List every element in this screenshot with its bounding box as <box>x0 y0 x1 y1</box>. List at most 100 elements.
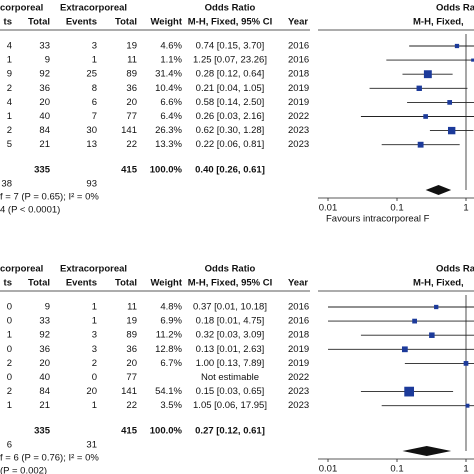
total-n2: 415 <box>121 165 138 176</box>
events-total: 6 <box>7 440 12 451</box>
cell: 20 <box>39 97 50 108</box>
cell: 13 <box>86 139 97 150</box>
cell: 25 <box>86 69 97 80</box>
cell: 4 <box>7 41 12 52</box>
cell: 0 <box>7 344 12 355</box>
summary-diamond <box>402 446 452 456</box>
cell: 1 <box>7 400 12 411</box>
cell: 0 <box>7 302 12 313</box>
cell: 21 <box>39 139 50 150</box>
weight: 54.1% <box>155 386 182 397</box>
cell: 4 <box>7 97 12 108</box>
cell: 141 <box>121 125 137 136</box>
column-header: Year <box>288 278 308 289</box>
cell: 6 <box>92 97 97 108</box>
cell: 5 <box>7 139 12 150</box>
group2-header: Extracorporeal <box>60 264 127 275</box>
cell: 1 <box>7 55 12 66</box>
odds-ratio: 1.05 [0.06, 17.95] <box>193 400 267 411</box>
odds-ratio: 0.62 [0.30, 1.28] <box>196 125 265 136</box>
cell: 30 <box>86 125 97 136</box>
year: 2018 <box>288 69 309 80</box>
study-point <box>429 332 435 338</box>
year: 2016 <box>288 41 309 52</box>
year: 2019 <box>288 344 309 355</box>
weight: 12.8% <box>155 344 182 355</box>
weight: 6.7% <box>160 358 182 369</box>
heterogeneity: f = 7 (P = 0.65); I² = 0% <box>0 192 99 203</box>
cell: 77 <box>126 372 137 383</box>
column-header: M-H, Fixed, 95% CI <box>188 278 272 289</box>
study-point <box>465 403 470 408</box>
odds-ratio: 0.58 [0.14, 2.50] <box>196 97 265 108</box>
cell: 36 <box>39 83 50 94</box>
odds-ratio: 1.25 [0.07, 23.26] <box>193 55 267 66</box>
year: 2016 <box>288 55 309 66</box>
cell: 92 <box>39 330 50 341</box>
study-point <box>454 43 460 49</box>
cell: 36 <box>126 344 137 355</box>
column-header: Total <box>115 278 137 289</box>
group1-header: corporeal <box>0 3 43 14</box>
cell: 19 <box>126 316 137 327</box>
cell: 7 <box>92 111 97 122</box>
total-odds-ratio: 0.40 [0.26, 0.61] <box>195 165 265 176</box>
cell: 21 <box>39 400 50 411</box>
weight: 1.1% <box>160 55 182 66</box>
cell: 1 <box>7 330 12 341</box>
effect-header: Odds Ratio <box>205 3 256 14</box>
x-tick-label: 1 <box>463 203 468 214</box>
year: 2019 <box>288 358 309 369</box>
group2-header: Extracorporeal <box>60 3 127 14</box>
year: 2022 <box>288 111 309 122</box>
cell: 36 <box>126 83 137 94</box>
total-odds-ratio: 0.27 [0.12, 0.61] <box>195 426 265 437</box>
year: 2023 <box>288 139 309 150</box>
overall-effect: 4 (P < 0.0001) <box>0 205 60 216</box>
plot-subheader: M-H, Fixed, <box>413 278 464 289</box>
events-total: 31 <box>86 440 97 451</box>
column-header: Year <box>288 17 308 28</box>
column-header: Weight <box>151 278 183 289</box>
year: 2016 <box>288 316 309 327</box>
cell: 0 <box>92 372 97 383</box>
odds-ratio: 0.74 [0.15, 3.70] <box>196 41 265 52</box>
study-point <box>401 346 408 353</box>
year: 2019 <box>288 97 309 108</box>
plot-subheader: M-H, Fixed, <box>413 17 464 28</box>
column-header: Weight <box>151 17 183 28</box>
plot-header: Odds Ra <box>436 264 474 275</box>
cell: 20 <box>39 358 50 369</box>
x-tick-label: 0.01 <box>319 464 338 474</box>
cell: 33 <box>39 41 50 52</box>
heterogeneity: f = 6 (P = 0.76); I² = 0% <box>0 453 99 464</box>
cell: 84 <box>39 386 50 397</box>
column-header: Total <box>28 278 50 289</box>
effect-header: Odds Ratio <box>205 264 256 275</box>
x-tick-label: 1 <box>463 464 468 474</box>
total-weight: 100.0% <box>150 426 183 437</box>
odds-ratio: 0.28 [0.12, 0.64] <box>196 69 265 80</box>
study-point <box>412 318 417 324</box>
year: 2023 <box>288 386 309 397</box>
cell: 2 <box>7 83 12 94</box>
odds-ratio: 0.15 [0.03, 0.65] <box>196 386 265 397</box>
cell: 1 <box>92 400 97 411</box>
cell: 8 <box>92 83 97 94</box>
odds-ratio: 0.21 [0.04, 1.05] <box>196 83 265 94</box>
cell: 19 <box>126 41 137 52</box>
cell: 9 <box>7 69 12 80</box>
events-total: 93 <box>86 179 97 190</box>
weight: 6.6% <box>160 97 182 108</box>
study-point <box>447 126 456 135</box>
year: 2022 <box>288 372 309 383</box>
study-point <box>416 85 422 91</box>
overall-effect: (P = 0.002) <box>0 466 47 474</box>
cell: 40 <box>39 372 50 383</box>
cell: 22 <box>126 139 137 150</box>
odds-ratio: 0.26 [0.03, 2.16] <box>196 111 265 122</box>
cell: 2 <box>7 386 12 397</box>
study-point <box>434 304 439 310</box>
cell: 141 <box>121 386 137 397</box>
